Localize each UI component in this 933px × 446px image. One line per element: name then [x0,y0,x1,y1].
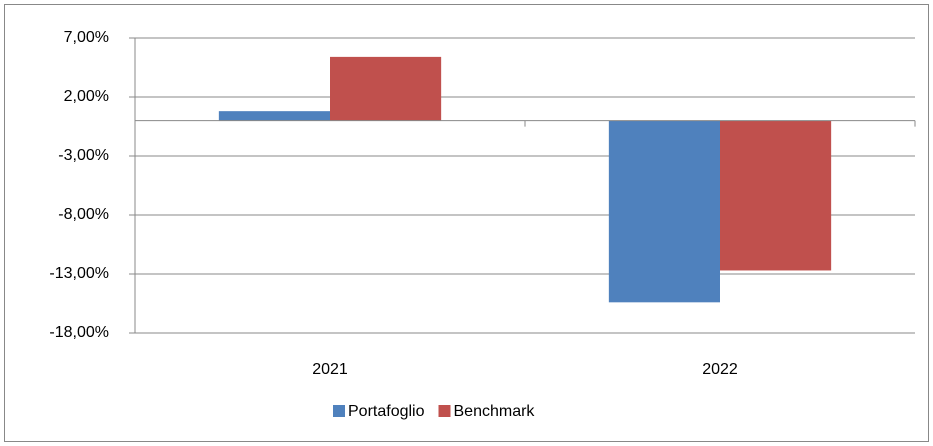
y-tick-label: -3,00% [58,147,109,164]
y-tick-label: -18,00% [49,324,109,341]
legend-label: Portafoglio [348,403,425,420]
legend-label: Benchmark [454,403,536,420]
legend-swatch [438,405,451,417]
x-tick-label: 2021 [312,361,348,378]
bar [720,120,832,271]
legend-swatch [333,405,345,417]
y-tick-label: -8,00% [58,206,109,223]
bar [218,111,330,121]
bar [330,56,442,121]
y-tick-label: -13,00% [49,265,109,282]
bar [608,120,720,303]
y-tick-label: 2,00% [64,88,109,105]
y-tick-label: 7,00% [64,29,109,46]
x-tick-label: 2022 [702,361,738,378]
